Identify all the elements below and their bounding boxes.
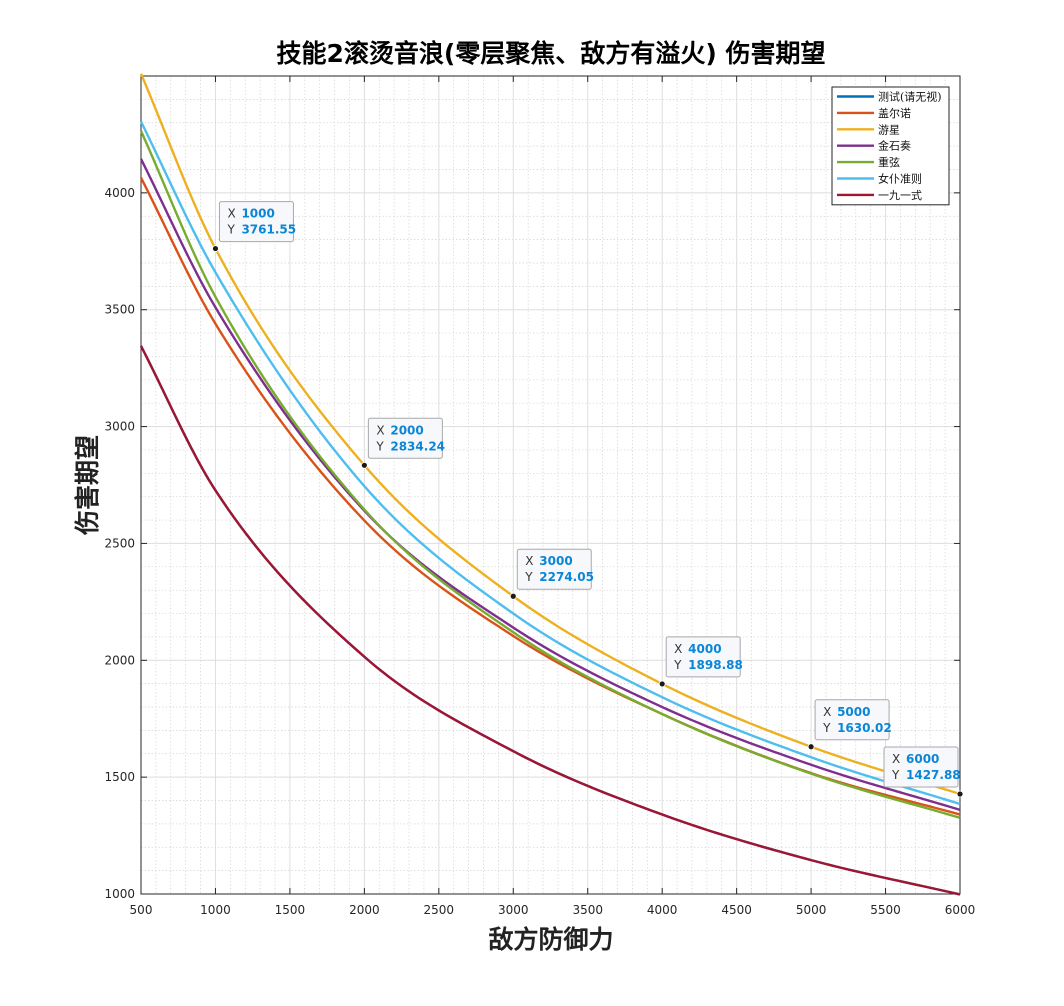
datatip-x-key: X xyxy=(823,705,831,719)
series-line-3 xyxy=(139,158,961,812)
legend-item-label[interactable]: 游星 xyxy=(878,123,900,136)
datatip-box xyxy=(367,417,443,459)
datatip-x-value: 2000 xyxy=(390,423,423,437)
datatip-marker xyxy=(956,790,964,798)
datatip-x-key: X xyxy=(376,423,384,437)
y-tick-label: 1500 xyxy=(104,770,135,784)
datatip[interactable]: X 3000 Y 2274.05 xyxy=(509,548,594,600)
chart-title: 技能2滚烫音浪(零层聚焦、敌方有溢火) 伤害期望 xyxy=(277,39,826,68)
datatip-box xyxy=(665,636,741,678)
datatip-x-key: X xyxy=(227,207,235,221)
datatip-marker xyxy=(807,743,815,751)
datatip-y-value: 1630.02 xyxy=(837,721,892,735)
datatip[interactable]: X 4000 Y 1898.88 xyxy=(658,636,743,688)
datatip-x-key: X xyxy=(674,642,682,656)
x-tick-label: 1500 xyxy=(275,903,306,917)
y-tick-label: 4000 xyxy=(104,186,135,200)
legend-item-label[interactable]: 女仆准则 xyxy=(878,172,922,186)
datatip-marker xyxy=(212,245,219,252)
y-tick-label: 2000 xyxy=(104,653,135,667)
datatip-y-value: 3761.55 xyxy=(241,223,296,237)
series-line-4 xyxy=(139,130,961,819)
x-tick-label: 3000 xyxy=(498,903,529,917)
series-line-0 xyxy=(139,345,961,896)
datatip-x-value: 1000 xyxy=(241,207,274,221)
datatip-x-key: X xyxy=(892,752,900,766)
datatip-y-key: Y xyxy=(673,658,682,672)
legend-item-label[interactable]: 重弦 xyxy=(878,155,900,169)
datatip-box xyxy=(218,201,294,243)
series-line-6 xyxy=(139,345,961,896)
legend-item-label[interactable]: 金石奏 xyxy=(878,139,911,153)
x-tick-label: 5500 xyxy=(870,903,901,917)
legend-item-label[interactable]: 一九一式 xyxy=(878,189,922,202)
x-tick-label: 500 xyxy=(130,903,153,917)
datatip-y-value: 2834.24 xyxy=(390,439,445,453)
datatip[interactable]: X 1000 Y 3761.55 xyxy=(212,201,296,252)
x-tick-label: 6000 xyxy=(945,903,976,917)
y-axis-label: 伤害期望 xyxy=(73,435,102,536)
datatip[interactable]: X 2000 Y 2834.24 xyxy=(360,417,445,469)
y-tick-label: 3000 xyxy=(104,420,135,434)
datatip[interactable]: X 5000 Y 1630.02 xyxy=(807,699,892,751)
legend-item-label[interactable]: 盖尔诺 xyxy=(878,106,911,120)
y-tick-label: 3500 xyxy=(104,303,135,317)
datatip-y-key: Y xyxy=(375,439,384,453)
legend-item-label[interactable]: 测试(请无视) xyxy=(878,90,942,104)
datatip-box xyxy=(516,548,592,590)
datatip-box xyxy=(883,746,959,788)
datatip-x-value: 6000 xyxy=(906,752,939,766)
datatip-x-value: 4000 xyxy=(688,642,721,656)
datatip-marker xyxy=(658,680,666,688)
datatip[interactable]: X 6000 Y 1427.88 xyxy=(883,746,964,798)
y-tick-label: 2500 xyxy=(104,536,135,550)
datatip-y-value: 2274.05 xyxy=(539,570,594,584)
datatip-x-value: 3000 xyxy=(539,554,572,568)
datatip-y-value: 1898.88 xyxy=(688,658,743,672)
x-tick-label: 3500 xyxy=(572,903,603,917)
y-tick-label: 1000 xyxy=(104,887,135,901)
series-lines xyxy=(139,73,961,896)
x-tick-label: 5000 xyxy=(796,903,827,917)
x-tick-label: 4500 xyxy=(721,903,752,917)
datatip-y-key: Y xyxy=(524,570,533,584)
x-axis-label: 敌方防御力 xyxy=(488,925,613,954)
datatip-marker xyxy=(360,461,368,469)
datatip-box xyxy=(814,699,890,741)
datatip-y-value: 1427.88 xyxy=(906,768,961,782)
x-tick-label: 2000 xyxy=(349,903,380,917)
axis-ticks: 500 1000 1500 2000 2500 3000 3500 4000 4500 5000 5… xyxy=(104,76,975,917)
x-tick-label: 4000 xyxy=(647,903,678,917)
series-line-5 xyxy=(139,121,961,806)
datatip-marker xyxy=(509,592,517,600)
datatip-x-value: 5000 xyxy=(837,705,870,719)
x-tick-label: 2500 xyxy=(424,903,455,917)
datatip-x-key: X xyxy=(525,554,533,568)
x-tick-label: 1000 xyxy=(200,903,231,917)
datatip-y-key: Y xyxy=(822,721,831,735)
datatip-y-key: Y xyxy=(891,768,900,782)
datatip-y-key: Y xyxy=(226,223,235,237)
plot-area xyxy=(140,75,961,895)
